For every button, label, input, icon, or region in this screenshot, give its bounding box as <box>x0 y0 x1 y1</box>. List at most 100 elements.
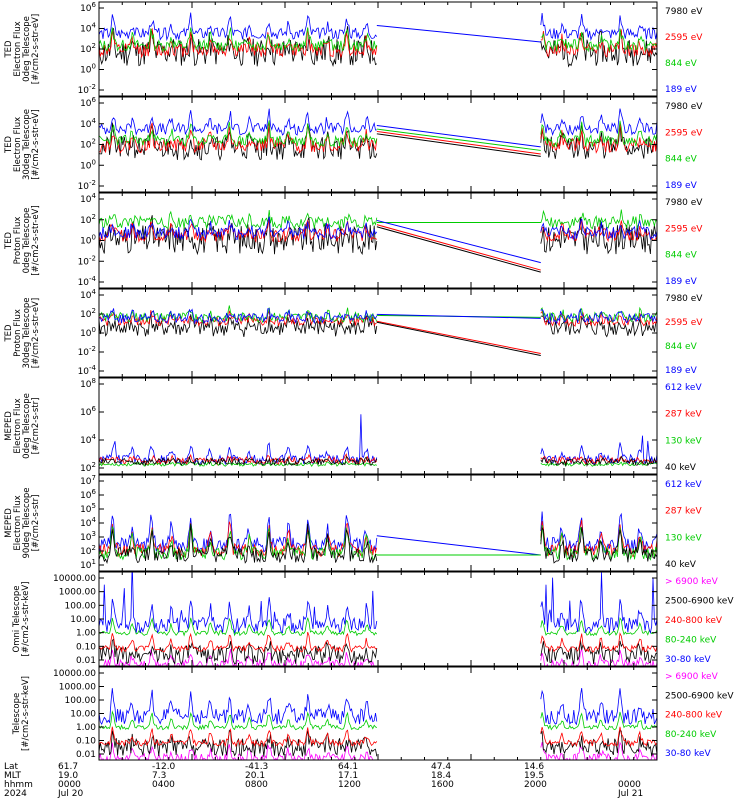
series-trace-3 <box>99 27 657 53</box>
ytick-label: 102 <box>80 213 96 226</box>
panel-3: TED Proton Flux 0deg Telescope [#/cm2-s-str… <box>4 192 658 289</box>
series-trace-4 <box>99 617 657 637</box>
panel-frame <box>98 192 658 289</box>
y-axis-label: 0deg Telescope <box>22 393 32 459</box>
ytick-label: 102 <box>80 307 96 320</box>
gap-interpolation-line-4 <box>376 226 541 273</box>
gap-interpolation-line-4 <box>376 133 541 157</box>
gap-interpolation-line-2 <box>376 313 541 319</box>
ytick-label: 0.10 <box>76 642 96 652</box>
legend-entry: 130 keV <box>665 533 702 543</box>
gap-interpolation-line-1 <box>376 125 541 148</box>
legend-entry: 844 eV <box>665 342 698 352</box>
y-axis-label: Electron Flux <box>13 21 23 76</box>
y-axis-label: TED <box>4 231 14 250</box>
ytick-label: 100 <box>80 326 96 339</box>
legend-entry: 612 keV <box>665 480 702 490</box>
x-tick-label: 64.1 <box>338 762 358 772</box>
y-axis-label: Telescope <box>12 693 22 736</box>
gap-interpolation-line-3 <box>376 224 541 271</box>
series-trace-5 <box>99 688 657 726</box>
ytick-label: 108 <box>80 377 96 390</box>
x-tick-label: 0400 <box>152 780 175 790</box>
x-tick-label: 18.4 <box>431 771 451 781</box>
ytick-label: 106 <box>80 405 96 418</box>
legend-entry: > 6900 keV <box>665 672 719 682</box>
legend-entry: 2595 eV <box>665 33 703 43</box>
legend-entry: 240-800 keV <box>665 711 723 721</box>
ytick-label: 101 <box>80 558 96 571</box>
series-trace-4 <box>99 12 657 42</box>
legend-entry: 287 keV <box>665 507 702 517</box>
ytick-label: 102 <box>80 138 96 151</box>
x-tick-label: 7.3 <box>152 771 166 781</box>
ytick-label: 0.10 <box>76 737 96 747</box>
ytick-label: 1000.00 <box>59 683 96 693</box>
y-axis-label: Electron Flux <box>13 398 23 453</box>
y-axis-label: 90deg Telescope <box>22 487 32 558</box>
panel-frame <box>98 96 658 193</box>
gap-interpolation-line-1 <box>376 25 541 43</box>
ytick-label: 106 <box>80 96 96 109</box>
series-trace-4 <box>99 710 657 731</box>
legend-entry: 80-240 keV <box>665 636 717 646</box>
x-tick-label: 0800 <box>245 780 268 790</box>
y-axis-label: Proton Flux <box>13 309 23 357</box>
series-trace-2 <box>99 729 657 758</box>
series-trace-4 <box>99 108 657 137</box>
legend-entry: 7980 eV <box>665 7 703 17</box>
series-trace-1 <box>99 511 657 555</box>
x-tick-label: 20.1 <box>245 771 265 781</box>
legend-entry: 7980 eV <box>665 198 703 208</box>
y-axis-label: [#/cm2-s-str-keV] <box>21 582 31 657</box>
series-trace-4 <box>99 307 657 325</box>
ytick-label: 0.01 <box>76 656 96 666</box>
ytick-label: 103 <box>80 530 96 543</box>
x-tick-label: 1600 <box>431 780 454 790</box>
panel-frame <box>98 288 658 378</box>
ytick-label: 104 <box>80 117 96 130</box>
y-axis-label: [#/cm2-s-str] <box>31 398 41 455</box>
series-trace-4 <box>99 216 657 241</box>
ytick-label: 1000.00 <box>59 588 96 598</box>
y-axis-label: MEPED <box>4 508 14 538</box>
ytick-label: 10-2 <box>78 179 96 192</box>
ytick-label: 104 <box>80 516 96 529</box>
panel-5: MEPED Electron Flux 0deg Telescope [#/cm2-s… <box>4 377 658 475</box>
legend-entry: 2595 eV <box>665 318 703 328</box>
series-trace-2 <box>99 122 657 154</box>
ytick-label: 10-2 <box>78 345 96 358</box>
legend-entry: 30-80 keV <box>665 655 711 665</box>
x-tick-label: Jul 20 <box>57 789 83 799</box>
legend-entry: 189 eV <box>665 85 698 95</box>
ytick-label: 10000.00 <box>53 574 96 584</box>
x-tick-label: 19.5 <box>524 771 544 781</box>
legend-entry: 130 keV <box>665 436 702 446</box>
x-tick-label: 2000 <box>524 780 547 790</box>
panel-6: MEPED Electron Flux 90deg Telescope [#/cm2-… <box>4 474 658 572</box>
ytick-label: 10-2 <box>78 83 96 96</box>
ytick-label: 102 <box>80 544 96 557</box>
gap-interpolation-line-1 <box>376 535 541 556</box>
ytick-label: 105 <box>80 502 96 515</box>
ytick-label: 100 <box>80 63 96 76</box>
y-axis-label: TED <box>4 135 14 154</box>
ytick-label: 102 <box>80 42 96 55</box>
y-axis-label: [#/cm2-s-str] <box>31 495 41 552</box>
x-tick-label: 0000 <box>58 780 81 790</box>
legend-entry: 40 keV <box>665 560 697 570</box>
legend-entry: 2595 eV <box>665 224 703 234</box>
legend-entry: 80-240 keV <box>665 730 717 740</box>
legend-entry: 844 eV <box>665 251 698 261</box>
legend-entry: 844 eV <box>665 59 698 69</box>
y-axis-label: Proton Flux <box>13 217 23 265</box>
series-trace-2 <box>99 638 657 666</box>
ytick-label: 104 <box>80 192 96 205</box>
series-trace-3 <box>99 726 657 748</box>
y-axis-label: [#/cm2-s-str-eV] <box>31 14 41 84</box>
y-axis-label: MEPED <box>4 411 14 441</box>
x-tick-label: Jul 21 <box>617 789 643 799</box>
y-axis-label: 0deg Telescope <box>22 16 32 82</box>
y-axis-label: 30deg Telescope <box>22 297 32 368</box>
x-axis-row-label: MLT <box>4 771 22 781</box>
